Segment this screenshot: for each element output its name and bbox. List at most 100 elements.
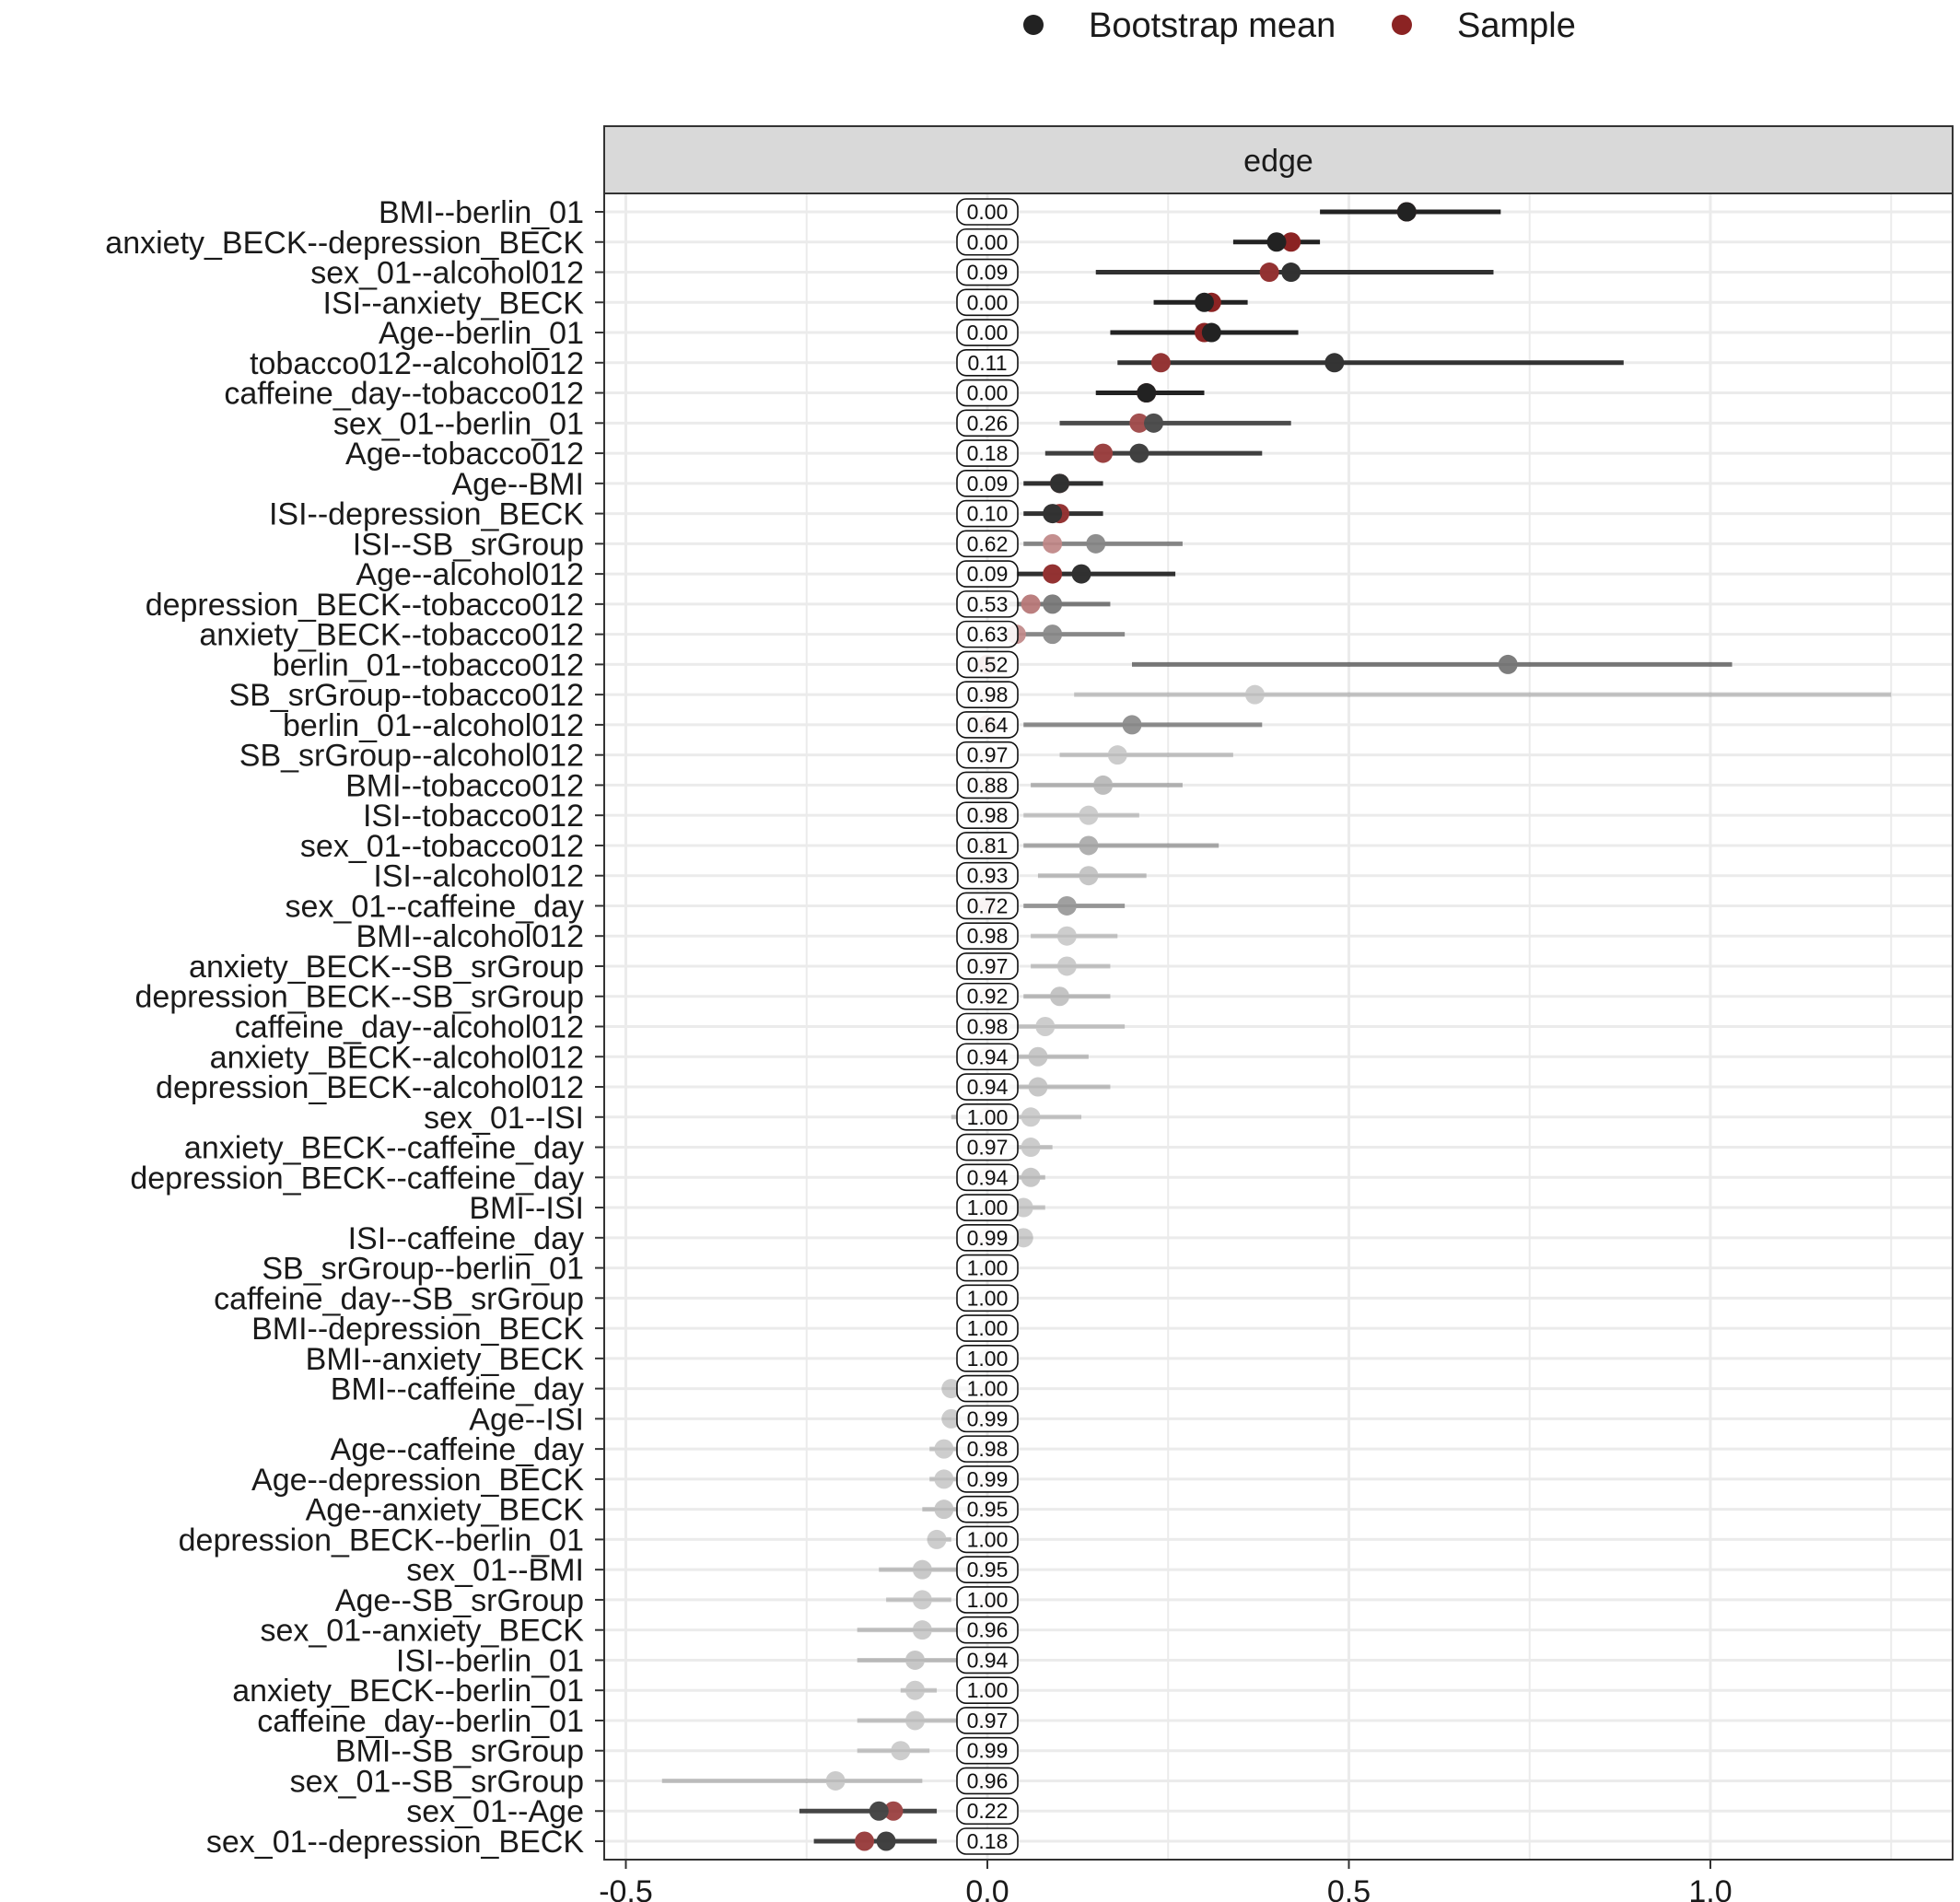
p-value-label: 1.00	[956, 1676, 1019, 1705]
bootstrap-point	[1056, 926, 1077, 946]
p-value-label: 0.94	[956, 1043, 1019, 1071]
sample-point	[1043, 533, 1063, 554]
p-value-label: 0.72	[956, 892, 1019, 920]
edge-label: BMI--SB_srGroup	[335, 1734, 584, 1769]
edge-row	[1117, 353, 1624, 373]
edge-label: tobacco012--alcohol012	[250, 346, 584, 381]
p-value-box	[956, 861, 1019, 890]
edge-label: depression_BECK--caffeine_day	[130, 1161, 584, 1196]
p-value-box	[956, 1767, 1019, 1795]
bootstrap-point	[1266, 232, 1287, 252]
p-value-box	[956, 530, 1019, 558]
p-value-label: 0.00	[956, 198, 1019, 226]
p-value-box	[956, 379, 1019, 407]
p-value-box	[956, 832, 1019, 859]
p-value-text: 0.98	[967, 924, 1009, 948]
p-value-text: 0.99	[967, 1406, 1009, 1430]
edge-label: depression_BECK--tobacco012	[146, 588, 584, 623]
p-value-box	[956, 1254, 1019, 1282]
legend: Bootstrap mean Sample	[1023, 6, 1576, 45]
p-value-text: 0.96	[967, 1768, 1009, 1792]
bootstrap-point	[1050, 986, 1069, 1007]
p-value-text: 0.94	[967, 1165, 1009, 1189]
p-value-label: 1.00	[956, 1254, 1019, 1282]
row-labels: BMI--berlin_01anxiety_BECK--depression_B…	[105, 195, 604, 1860]
x-axis: -0.5 0.0 0.5 1.0	[599, 1860, 1732, 1902]
bootstrap-point	[912, 1620, 932, 1640]
legend-sample-marker	[1392, 15, 1412, 35]
p-value-text: 0.94	[967, 1075, 1009, 1099]
edge-row	[1320, 202, 1501, 222]
edge-label: anxiety_BECK--berlin_01	[232, 1674, 584, 1709]
p-value-box	[956, 1194, 1019, 1221]
p-value-text: 0.93	[967, 864, 1009, 888]
p-value-box	[956, 1495, 1019, 1523]
p-value-label: 0.94	[956, 1073, 1019, 1101]
p-value-label: 0.52	[956, 650, 1019, 679]
p-value-label: 1.00	[956, 1284, 1019, 1313]
edge-label: Age--BMI	[451, 467, 584, 502]
bootstrap-point	[1195, 292, 1214, 312]
p-value-text: 0.18	[967, 1829, 1009, 1853]
edge-label: sex_01--ISI	[424, 1101, 584, 1136]
p-value-box	[956, 439, 1019, 467]
sample-point	[1129, 413, 1149, 433]
bootstrap-point	[912, 1590, 932, 1610]
p-value-box	[956, 1736, 1019, 1765]
edge-label: ISI--caffeine_day	[348, 1221, 584, 1256]
edge-row	[1110, 322, 1299, 343]
p-value-text: 0.99	[967, 1226, 1009, 1250]
p-value-box	[956, 741, 1019, 769]
p-value-text: 0.09	[967, 562, 1009, 586]
p-value-label: 1.00	[956, 1345, 1019, 1372]
p-value-box	[956, 1284, 1019, 1313]
bootstrap-point	[869, 1801, 889, 1821]
sample-point	[1043, 564, 1063, 584]
edge-label: BMI--tobacco012	[345, 768, 584, 803]
p-value-text: 0.09	[967, 261, 1009, 285]
p-value-label: 1.00	[956, 1103, 1019, 1131]
edge-label: ISI--alcohol012	[373, 859, 584, 894]
bootstrap-point	[934, 1469, 954, 1489]
p-value-text: 0.98	[967, 1015, 1009, 1039]
p-value-text: 0.99	[967, 1467, 1009, 1491]
edge-label: sex_01--caffeine_day	[286, 889, 584, 924]
bootstrap-point	[1021, 1138, 1041, 1158]
edge-label: Age--berlin_01	[379, 316, 584, 351]
edge-label: sex_01--depression_BECK	[206, 1825, 584, 1860]
p-value-text: 0.11	[967, 351, 1007, 375]
bootstrap-point	[1201, 322, 1221, 343]
bootstrap-point	[1144, 413, 1164, 433]
bootstrap-point	[1050, 473, 1069, 494]
p-value-text: 1.00	[967, 1196, 1009, 1219]
edge-row	[1023, 504, 1103, 524]
edge-row	[813, 1831, 938, 1851]
p-value-label: 0.00	[956, 228, 1019, 256]
p-value-label: 1.00	[956, 1194, 1019, 1221]
p-value-box	[956, 499, 1019, 528]
p-value-text: 1.00	[967, 1256, 1009, 1280]
p-value-text: 1.00	[967, 1588, 1009, 1612]
edge-label: sex_01--berlin_01	[333, 406, 584, 441]
bootstrap-point	[1079, 866, 1099, 886]
p-value-box	[956, 1345, 1019, 1372]
p-value-box	[956, 1163, 1019, 1192]
p-value-label: 0.18	[956, 439, 1019, 467]
p-value-box	[956, 409, 1019, 438]
p-value-label: 0.99	[956, 1405, 1019, 1433]
p-value-box	[956, 1556, 1019, 1583]
edge-label: ISI--depression_BECK	[269, 497, 584, 532]
edge-label: ISI--anxiety_BECK	[323, 286, 585, 321]
bootstrap-point	[1086, 533, 1106, 554]
p-value-label: 0.93	[956, 861, 1019, 890]
edge-label: caffeine_day--berlin_01	[257, 1704, 584, 1739]
p-value-label: 0.98	[956, 922, 1019, 951]
p-value-label: 0.18	[956, 1827, 1019, 1855]
p-value-label: 0.99	[956, 1465, 1019, 1493]
edge-row	[1059, 413, 1291, 433]
p-value-box	[956, 1586, 1019, 1614]
p-value-box	[956, 560, 1019, 588]
p-value-box	[956, 771, 1019, 799]
p-value-box	[956, 1435, 1019, 1463]
